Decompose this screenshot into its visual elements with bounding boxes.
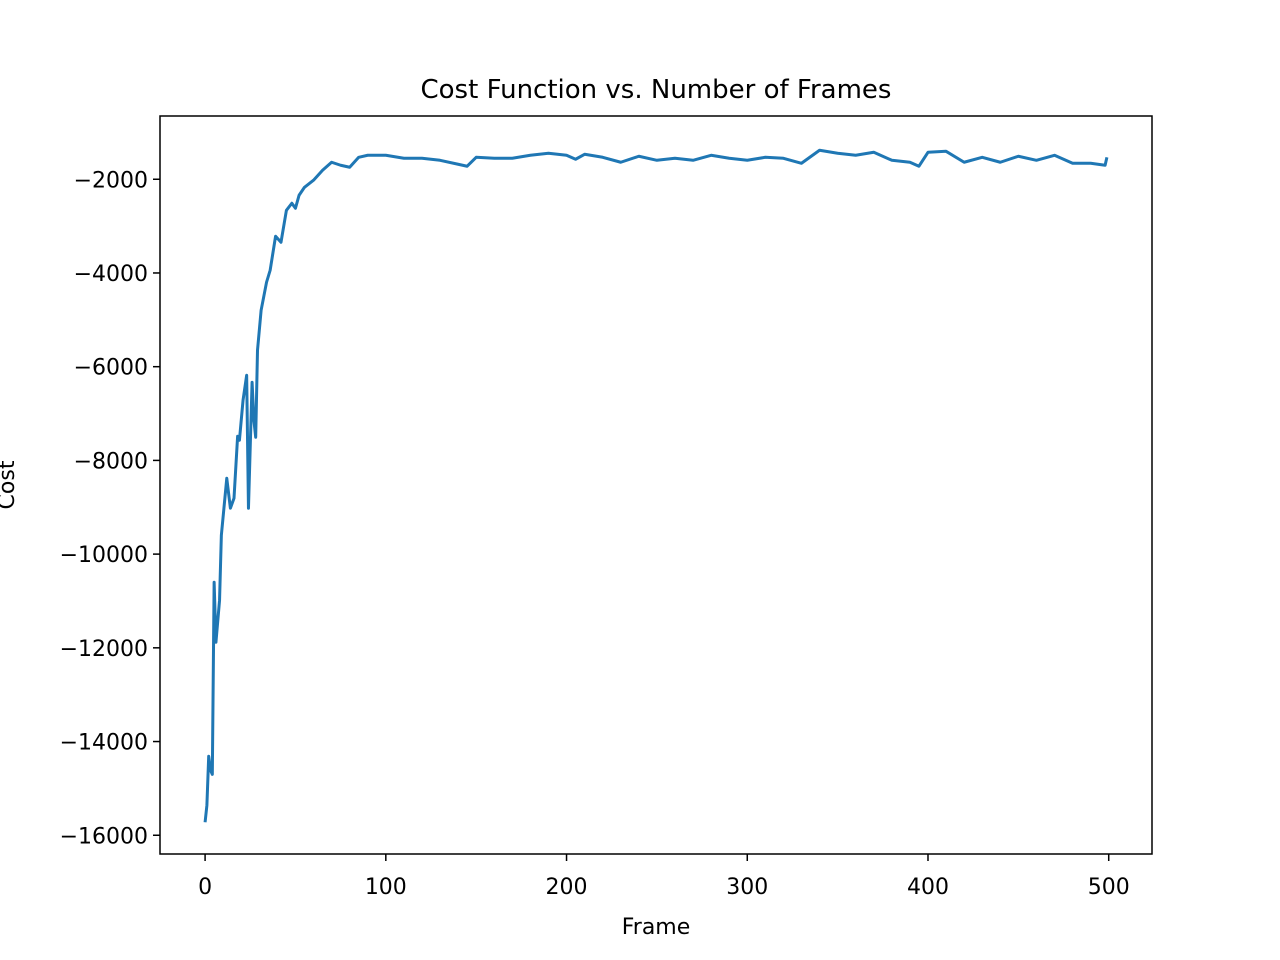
y-tick-label: −4000 [74, 262, 148, 287]
chart-title: Cost Function vs. Number of Frames [421, 75, 892, 105]
x-tick-label: 400 [907, 875, 949, 900]
line-series [203, 148, 1109, 823]
plot-frame [159, 115, 1153, 855]
y-tick-label: −2000 [74, 168, 148, 193]
x-tick-label: 100 [365, 875, 407, 900]
x-axis-label: Frame [622, 915, 691, 940]
y-tick-label: −16000 [60, 824, 148, 849]
y-tick-label: −12000 [60, 637, 148, 662]
y-tick-label: −10000 [60, 543, 148, 568]
x-tick-label: 300 [726, 875, 768, 900]
x-tick-label: 500 [1088, 875, 1130, 900]
y-axis-label: Cost [0, 460, 20, 509]
x-tick-label: 200 [546, 875, 588, 900]
y-tick-label: −8000 [74, 449, 148, 474]
y-tick-label: −14000 [60, 731, 148, 756]
x-tick-label: 0 [198, 875, 212, 900]
y-tick-label: −6000 [74, 356, 148, 381]
